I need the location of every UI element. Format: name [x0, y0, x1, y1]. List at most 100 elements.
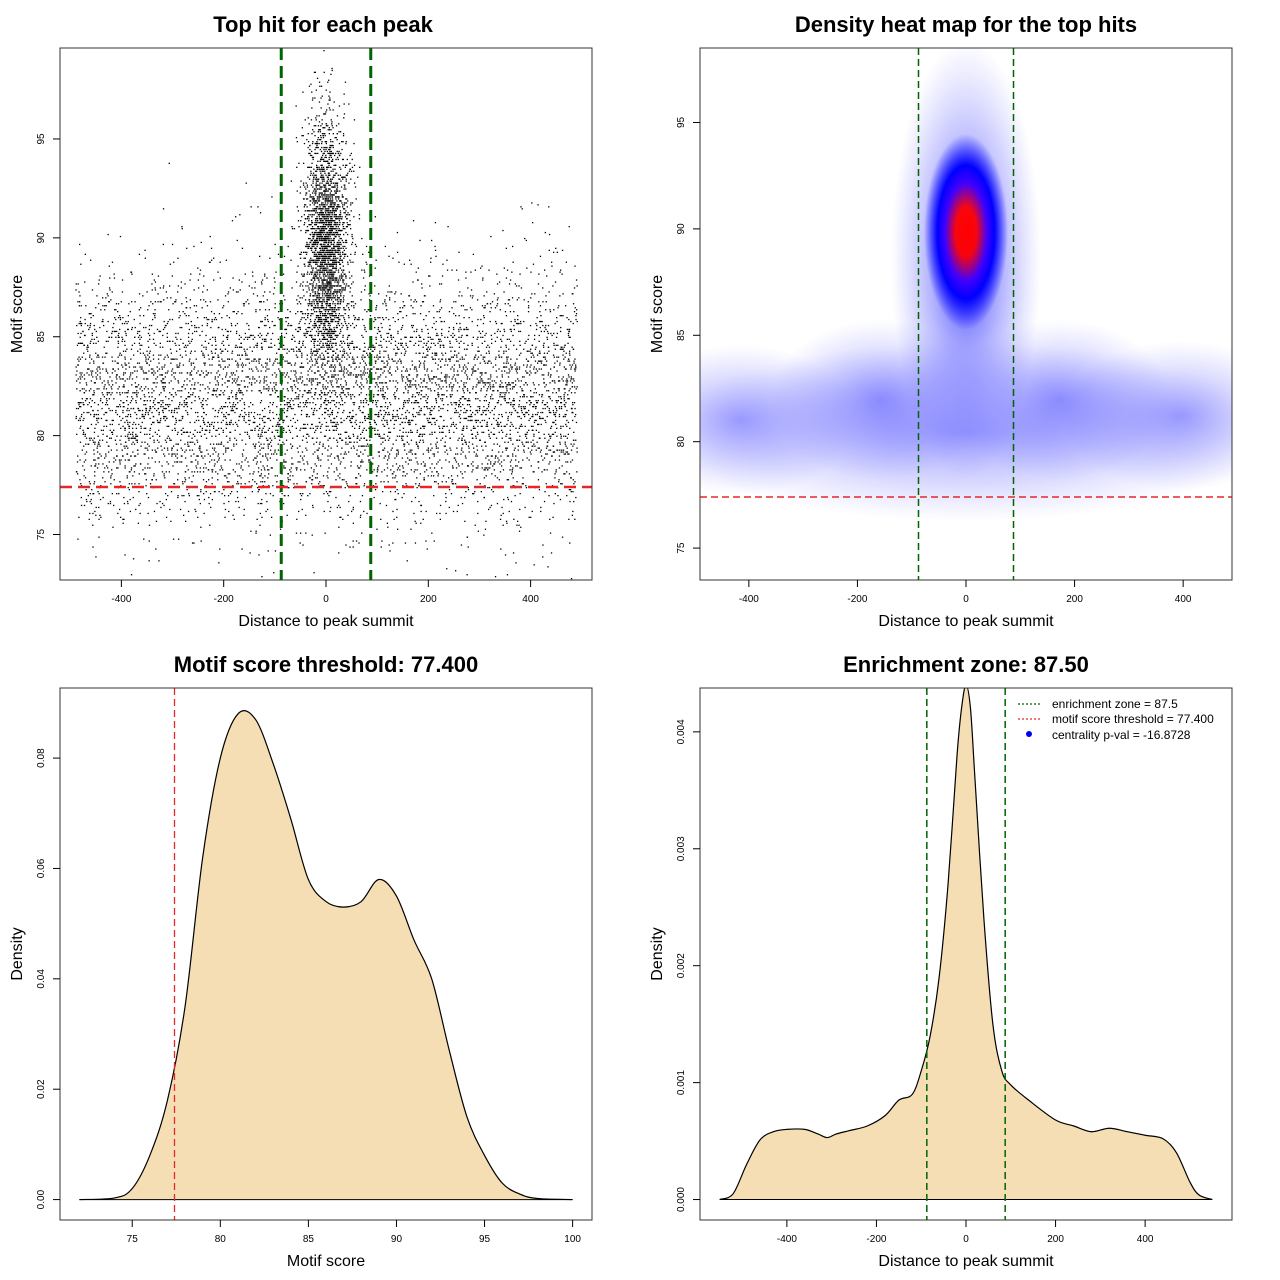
- scatter-point: [314, 170, 317, 172]
- scatter-point: [540, 510, 542, 513]
- scatter-point: [410, 459, 412, 461]
- scatter-point: [476, 455, 479, 457]
- scatter-point: [330, 243, 332, 246]
- scatter-point: [347, 263, 349, 265]
- scatter-point: [316, 311, 318, 313]
- scatter-point: [523, 396, 525, 398]
- scatter-point: [327, 200, 329, 202]
- scatter-point: [311, 91, 313, 93]
- scatter-point: [154, 398, 156, 400]
- scatter-point: [362, 445, 364, 447]
- scatter-point: [316, 255, 318, 257]
- scatter-point: [114, 439, 117, 441]
- scatter-point: [137, 384, 140, 386]
- scatter-point: [359, 374, 362, 376]
- scatter-point: [431, 423, 433, 426]
- scatter-point: [570, 368, 572, 370]
- scatter-point: [421, 283, 423, 285]
- scatter-point: [417, 279, 419, 281]
- scatter-point: [554, 477, 556, 479]
- scatter-point: [325, 320, 327, 323]
- scatter-point: [315, 247, 317, 249]
- scatter-point: [338, 261, 340, 263]
- scatter-point: [337, 226, 339, 228]
- scatter-point: [337, 291, 339, 293]
- scatter-point: [248, 435, 250, 437]
- scatter-point: [275, 271, 277, 273]
- scatter-point: [120, 427, 122, 429]
- scatter-point: [504, 366, 506, 368]
- scatter-point: [522, 477, 524, 479]
- scatter-point: [319, 318, 321, 321]
- scatter-point: [321, 318, 323, 321]
- scatter-point: [451, 404, 453, 406]
- scatter-point: [127, 447, 129, 449]
- scatter-point: [508, 402, 510, 404]
- scatter-point: [119, 315, 121, 317]
- scatter-point: [340, 237, 342, 240]
- scatter-point: [364, 449, 366, 451]
- scatter-point: [330, 263, 332, 265]
- scatter-point: [326, 247, 328, 249]
- scatter-point: [331, 307, 333, 309]
- scatter-point: [287, 322, 290, 325]
- scatter-point: [325, 398, 327, 400]
- scatter-point: [456, 340, 458, 342]
- scatter-point: [338, 249, 340, 251]
- scatter-point: [335, 257, 337, 259]
- scatter-point: [322, 208, 324, 210]
- scatter-point: [328, 249, 330, 251]
- scatter-point: [253, 471, 255, 473]
- scatter-point: [319, 129, 321, 131]
- scatter-point: [331, 273, 333, 275]
- scatter-point: [324, 313, 326, 315]
- scatter-point: [524, 237, 526, 240]
- scatter-point: [320, 97, 322, 99]
- scatter-point: [488, 350, 490, 352]
- scatter-point: [305, 481, 307, 483]
- scatter-point: [516, 366, 518, 368]
- scatter-point: [364, 362, 366, 364]
- scatter-point: [482, 449, 484, 451]
- scatter-point: [213, 465, 216, 467]
- scatter-point: [335, 291, 338, 293]
- scatter-point: [374, 413, 376, 416]
- scatter-point: [432, 338, 434, 340]
- scatter-point: [395, 396, 397, 398]
- scatter-point: [350, 396, 352, 398]
- scatter-point: [330, 251, 332, 253]
- scatter-point: [377, 465, 380, 467]
- scatter-point: [565, 261, 567, 263]
- scatter-point: [226, 372, 228, 374]
- scatter-point: [503, 459, 505, 461]
- scatter-point: [316, 409, 318, 412]
- scatter-point: [287, 382, 289, 384]
- scatter-point: [323, 279, 325, 281]
- scatter-point: [345, 285, 347, 287]
- scatter-point: [324, 156, 326, 159]
- scatter-point: [335, 218, 338, 220]
- scatter-point: [343, 289, 345, 291]
- scatter-point: [322, 287, 324, 289]
- scatter-point: [87, 324, 89, 327]
- scatter-point: [331, 123, 333, 125]
- scatter-point: [427, 419, 429, 422]
- scatter-point: [527, 307, 530, 309]
- scatter-point: [329, 265, 332, 267]
- scatter-point: [118, 459, 121, 461]
- scatter-point: [478, 350, 480, 352]
- scatter-point: [315, 218, 317, 220]
- scatter-point: [314, 251, 316, 253]
- scatter-point: [267, 550, 269, 552]
- scatter-point: [225, 417, 227, 420]
- scatter-point: [306, 229, 308, 232]
- scatter-point: [321, 180, 324, 182]
- scatter-point: [553, 342, 555, 344]
- scatter-point: [286, 372, 288, 374]
- scatter-point: [530, 516, 532, 518]
- scatter-point: [317, 178, 319, 180]
- scatter-point: [237, 311, 239, 313]
- scatter-point: [352, 546, 354, 548]
- scatter-point: [481, 413, 483, 416]
- scatter-point: [429, 421, 432, 424]
